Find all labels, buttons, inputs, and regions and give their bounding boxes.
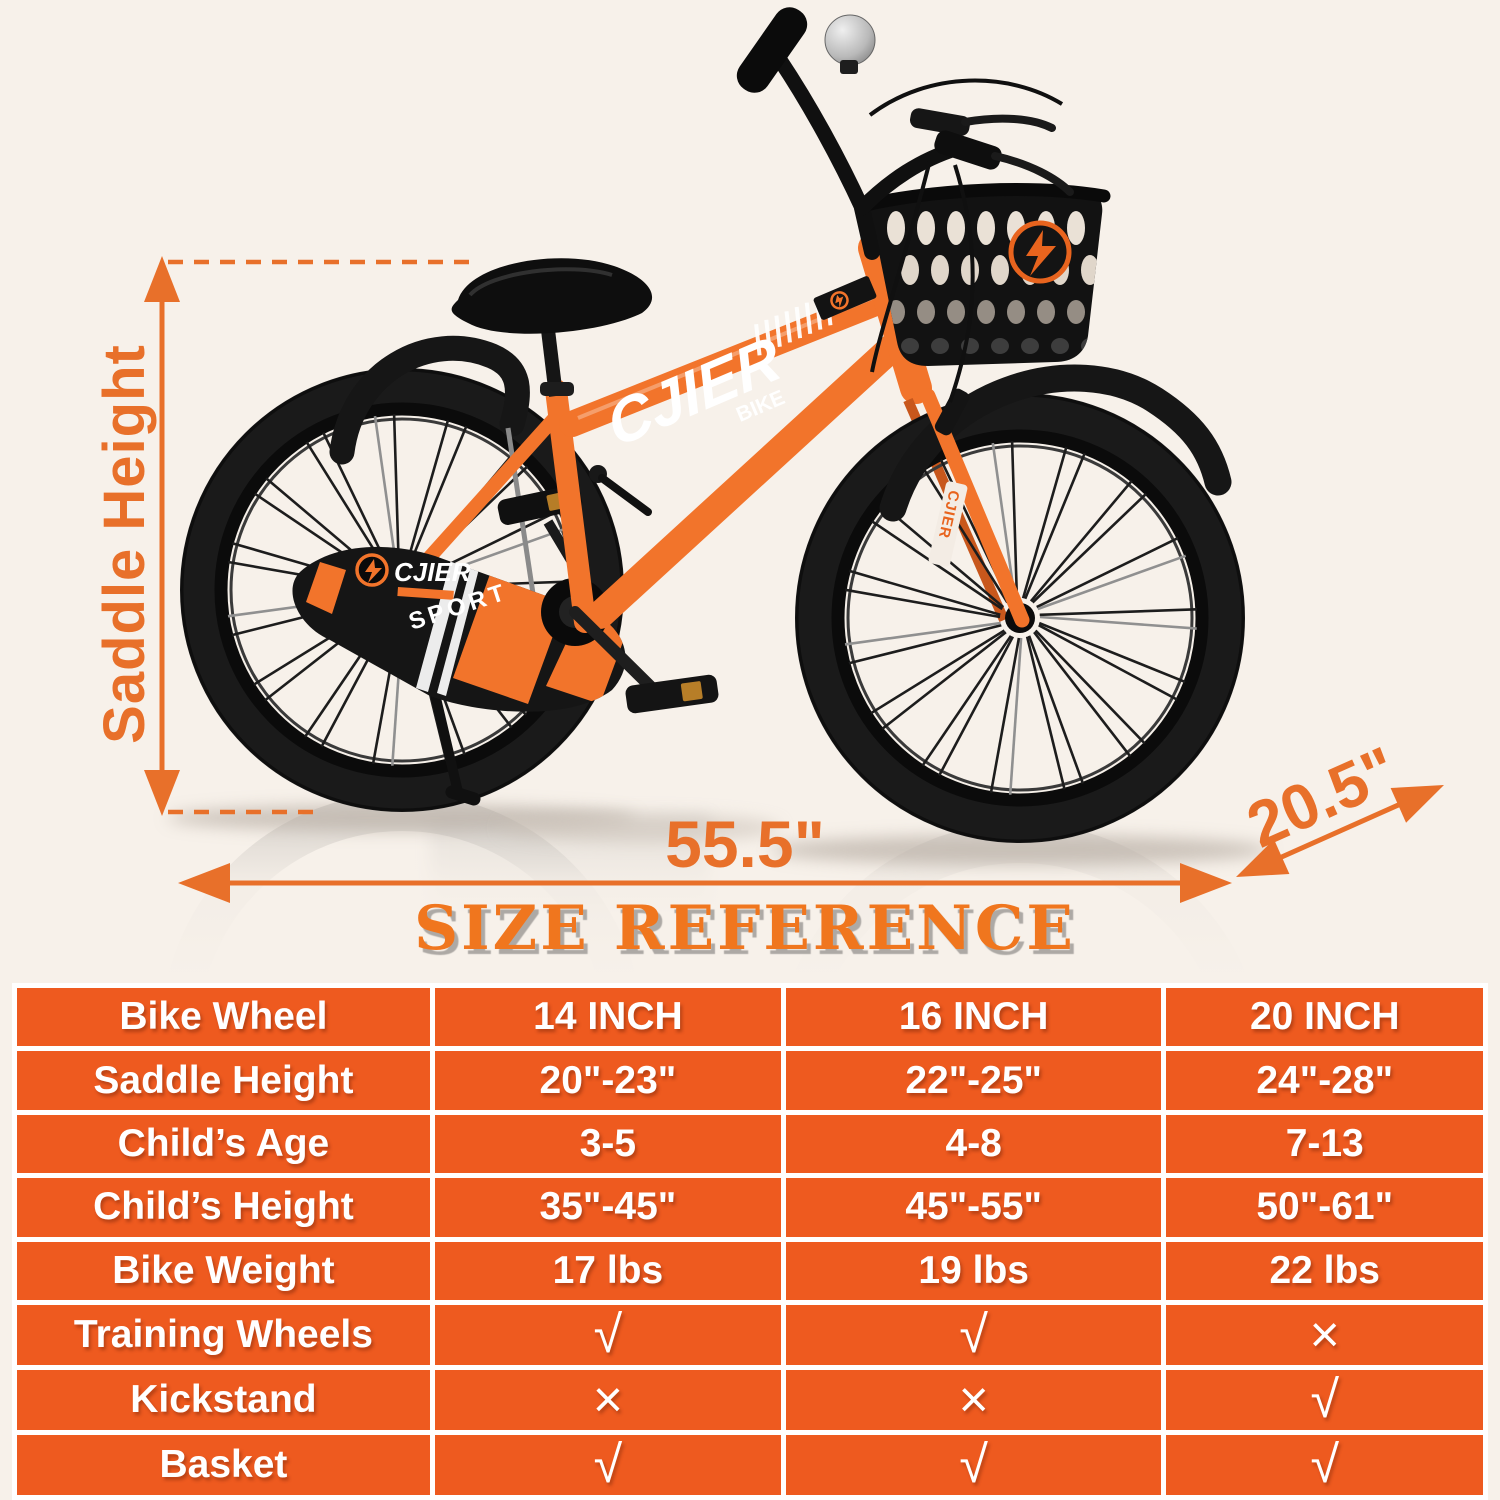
- table-row-label: Child’s Age: [17, 1114, 430, 1174]
- table-cell: 17 lbs: [434, 1241, 781, 1300]
- basket-holes: [887, 211, 1099, 354]
- front-fender: [879, 364, 1232, 522]
- table-row-label: Basket: [17, 1435, 430, 1495]
- handlebar: [736, 7, 1074, 403]
- frame-stripes: [754, 293, 833, 356]
- frame-sticker: [813, 276, 877, 320]
- table-cell: 35"-45": [434, 1178, 781, 1237]
- dimension-annotations: [144, 256, 1444, 903]
- table-row-label: Bike Weight: [17, 1241, 430, 1300]
- table-cell: √: [434, 1435, 781, 1495]
- chainguard-brand-text: CJIER: [394, 557, 471, 587]
- table-cell: √: [785, 1305, 1162, 1365]
- table-cell: 24"-28": [1166, 1051, 1483, 1110]
- table-cell: 4-8: [785, 1114, 1162, 1174]
- table-row-label: Saddle Height: [17, 1051, 430, 1110]
- chainguard: CJIER SPORT: [292, 546, 626, 712]
- table-cell: 20 INCH: [1166, 988, 1483, 1047]
- overall-length-dimension-label: 55.5": [665, 807, 825, 881]
- table-cell: 22"-25": [785, 1051, 1162, 1110]
- table-cell: ×: [434, 1370, 781, 1430]
- table-cell: ×: [1166, 1305, 1483, 1365]
- table-cell: ×: [785, 1370, 1162, 1430]
- table-cell: 20"-23": [434, 1051, 781, 1110]
- basket: [863, 183, 1111, 366]
- saddle-height-dimension-label: Saddle Height: [92, 344, 157, 744]
- table-cell: 45"-55": [785, 1178, 1162, 1237]
- size-reference-title: SIZE REFERENCE: [414, 893, 1076, 964]
- size-table: Bike Wheel 14 INCH 16 INCH 20 INCH Saddle He…: [12, 983, 1488, 1500]
- table-row-label: Training Wheels: [17, 1305, 430, 1365]
- bell-icon: [824, 14, 876, 66]
- lightning-icon: [1026, 230, 1056, 276]
- handlebar-grip: [736, 7, 808, 93]
- right-pedal: [569, 606, 719, 714]
- lightning-icon: [365, 559, 382, 583]
- table-cell: 19 lbs: [785, 1241, 1162, 1300]
- table-cell: 22 lbs: [1166, 1241, 1483, 1300]
- lightning-icon: [835, 294, 844, 308]
- table-cell: 7-13: [1166, 1114, 1483, 1174]
- table-cell: √: [785, 1435, 1162, 1495]
- table-row-label: Child’s Height: [17, 1178, 430, 1237]
- table-cell: √: [1166, 1370, 1483, 1430]
- table-cell: 16 INCH: [785, 988, 1162, 1047]
- brake-cables: [868, 78, 1064, 403]
- table-cell: √: [1166, 1435, 1483, 1495]
- brake-levers: [909, 108, 1074, 196]
- table-cell: 50"-61": [1166, 1178, 1483, 1237]
- table-cell: √: [434, 1305, 781, 1365]
- table-cell: 14 INCH: [434, 988, 781, 1047]
- table-row-label: Bike Wheel: [17, 988, 430, 1047]
- table-cell: 3-5: [434, 1114, 781, 1174]
- table-row-label: Kickstand: [17, 1370, 430, 1430]
- bike-photo: CJIER SPORT CJIER BIKE: [120, 7, 1444, 980]
- saddle: [451, 258, 653, 397]
